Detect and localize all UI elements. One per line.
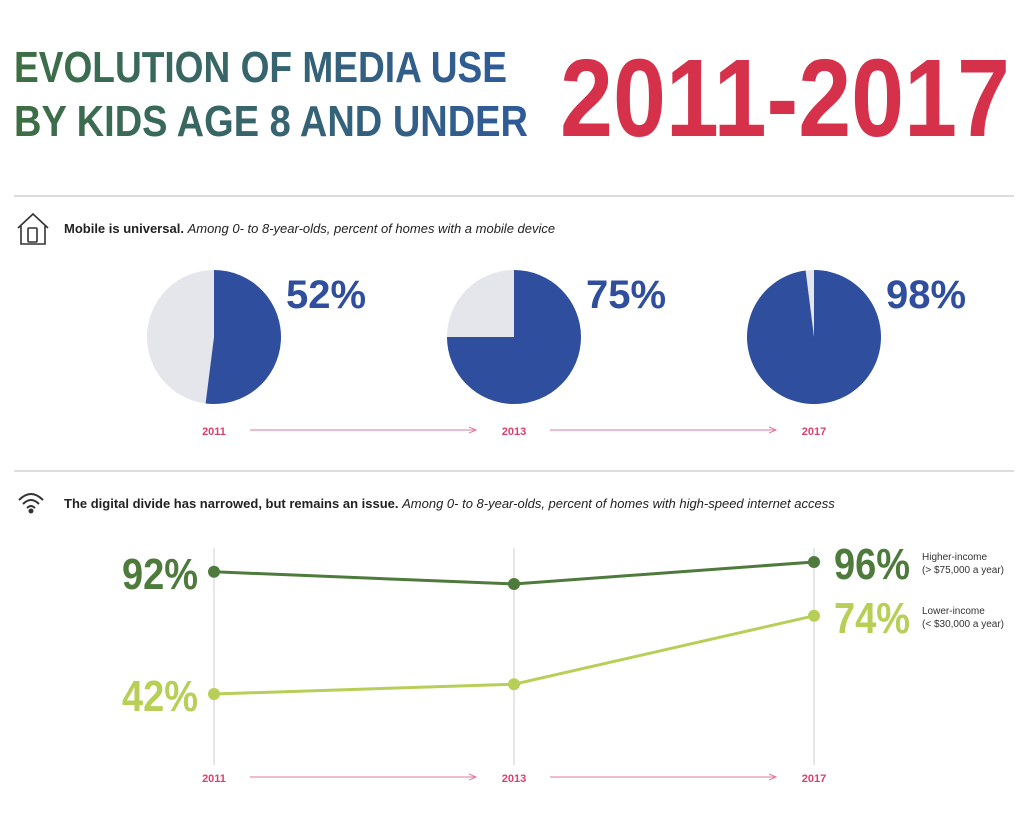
section-title: The digital divide has narrowed, but rem… [64,496,398,511]
value-label: 52% [286,273,366,317]
year-label: 2013 [502,773,526,785]
point [208,688,220,700]
section-heading: Mobile is universal. Among 0- to 8-year-… [64,221,555,236]
legend-name: Lower-income [922,606,985,617]
section-subtitle: Among 0- to 8-year-olds, percent of home… [187,221,556,236]
value-label: 98% [886,273,966,317]
value-label: 74% [834,594,910,643]
pie-slice [747,269,881,404]
section-subtitle: Among 0- to 8-year-olds, percent of home… [401,496,835,511]
year-label: 2011 [202,426,226,438]
title-line2: BY KIDS AGE 8 AND UNDER [14,97,528,146]
point [808,609,820,622]
year-label: 2011 [202,773,226,785]
wifi-icon [18,493,44,514]
year-label: 2017 [802,773,826,785]
legend-name: Higher-income [922,552,987,563]
value-label: 96% [834,540,910,589]
title-line1: EVOLUTION OF MEDIA USE [14,43,507,92]
value-label: 42% [122,672,198,721]
pie-slice [447,270,581,404]
point [808,556,820,568]
legend-detail: (< $30,000 a year) [922,619,1004,630]
section-heading: The digital divide has narrowed, but rem… [64,496,835,511]
house-icon [17,212,49,245]
legend-detail: (> $75,000 a year) [922,565,1004,576]
point [208,565,220,578]
year-label: 2013 [502,426,526,438]
point [508,678,520,691]
point [508,578,520,590]
section-title: Mobile is universal. [64,221,184,236]
pie-slice [205,269,282,404]
title-years: 2011-2017 [560,37,1010,160]
timeline-arrows [250,430,776,777]
value-label: 75% [586,273,666,317]
year-label: 2017 [802,426,826,438]
value-label: 92% [122,550,198,599]
